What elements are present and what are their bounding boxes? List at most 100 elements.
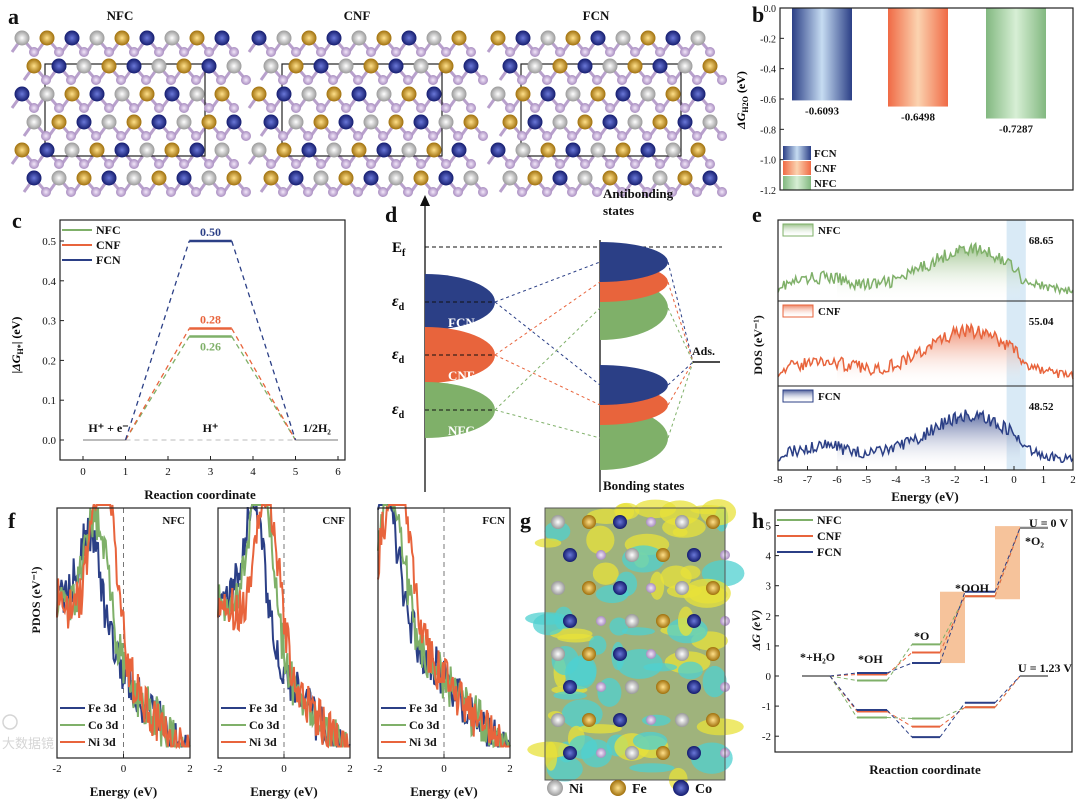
bonding-label: Bonding states [603,478,684,493]
x-tick-label: -6 [832,474,842,486]
atom-co [139,30,155,46]
x-tick-label: 4 [250,466,256,478]
atom-p [378,75,388,85]
atom-fe [527,170,543,186]
step-connector [939,596,966,653]
isosurface-blob [677,606,694,636]
legend-label: Fe 3d [249,701,278,715]
atom-ni [413,58,429,74]
atom-p [391,47,401,57]
atom-p [66,187,76,197]
atom-ni [89,30,105,46]
x-tick-label: 2 [507,763,513,775]
y-tick-label: 4 [766,551,772,563]
isosurface-blob [553,691,587,700]
atom-p [353,131,363,141]
atom-p [478,131,488,141]
atom-co [89,86,105,102]
y-tick-label: 0.3 [42,316,56,328]
atom-fe [263,170,279,186]
bar-value-label: -0.6498 [901,112,935,124]
atom-p [466,103,476,113]
atom-ni [251,142,267,158]
atom-co [51,58,67,74]
ads-connection [667,261,694,363]
atom-ni [189,86,205,102]
atom-co [490,142,506,158]
atom-ni [139,142,155,158]
plot-frame [777,219,1074,471]
atom-co [164,86,180,102]
atom-p [129,103,139,113]
atom-p [54,103,64,113]
dos-fill-cnf [837,324,1020,386]
legend-label: Co 3d [409,718,440,732]
atom-ni [551,581,565,595]
ads-connection [667,307,694,363]
watermark-logo-icon [2,714,18,730]
y-axis-label: ΔGH2O (eV) [734,71,750,130]
atom-fe [565,30,581,46]
atom-p [655,103,665,113]
atom-fe [665,86,681,102]
atom-ni [276,30,292,46]
atom-fe [338,170,354,186]
state-label: *OH [858,652,883,666]
atom-fe [51,114,67,130]
atom-p [517,131,527,141]
subplot-title: FCN [482,515,505,527]
x-tick-label: 1 [1041,474,1047,486]
step-connector [829,672,858,677]
panel-label-d: d [385,202,397,227]
atom-p [316,103,326,113]
atom-p [29,103,39,113]
step-connector [994,675,1021,704]
dband-center-label: εd [392,401,405,421]
atom-p [667,75,677,85]
y-tick-label: -0.4 [760,65,776,76]
atom-p [366,159,376,169]
connector-fcn [124,240,190,441]
atom-p [478,75,488,85]
atom-co [563,614,577,628]
step-connector [886,709,913,738]
atom-p [642,75,652,85]
step-connector [886,711,913,727]
atom-fe [656,614,670,628]
isosurface-blob [672,527,688,537]
atom-fe [101,58,117,74]
atom-p [517,75,527,85]
atom-p [505,103,515,113]
legend-atom-co [673,780,689,796]
plot-frame [774,509,1073,753]
dos-fill-nfc [837,243,1020,301]
atom-p [204,159,214,169]
atom-p [179,103,189,113]
state-label: H⁺ [203,421,219,435]
atom-p [241,75,251,85]
ads-connection [667,361,694,439]
atom-fe [126,114,142,130]
atom-p [216,75,226,85]
atom-ni [515,142,531,158]
x-axis-label: Energy (eV) [90,784,158,799]
atom-ni [590,142,606,158]
atom-co [388,58,404,74]
atom-p [630,47,640,57]
bar-nfc [986,8,1046,119]
atom-fe [151,170,167,186]
step-connector [939,706,966,719]
x-tick-label: -7 [803,474,813,486]
legend-label: CNF [818,306,841,318]
legend-label: Fe 3d [88,701,117,715]
atom-p [680,159,690,169]
atom-p [466,47,476,57]
x-tick-label: 0 [80,466,86,478]
atom-p [291,47,301,57]
atom-co [114,142,130,158]
bar-fcn [792,8,852,101]
atom-p [646,517,656,527]
atom-p [229,159,239,169]
atom-co [563,746,577,760]
bar-cnf [888,8,948,107]
